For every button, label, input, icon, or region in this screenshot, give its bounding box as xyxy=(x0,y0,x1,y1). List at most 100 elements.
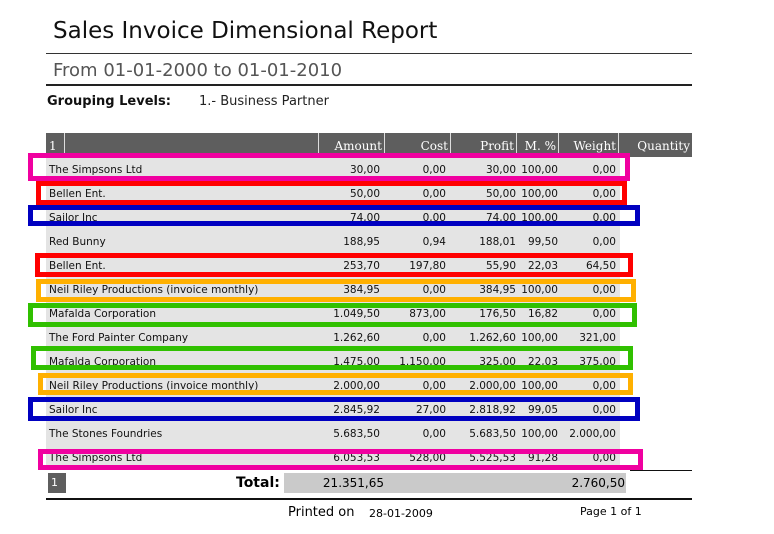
cell-weight: 0,00 xyxy=(592,404,616,416)
cell-partner-name: Sailor Inc xyxy=(49,404,98,416)
cell-weight: 0,00 xyxy=(592,380,616,392)
divider xyxy=(46,84,692,86)
highlight-box-red xyxy=(35,253,633,277)
table-row: The Stones Foundries 5.683,50 0,00 5.683,50… xyxy=(46,421,620,445)
cell-cost: 0,00 xyxy=(422,164,446,176)
cell-margin: 16,82 xyxy=(527,308,558,320)
cell-margin: 100,00 xyxy=(521,164,558,176)
highlight-box-blue xyxy=(28,397,640,421)
cell-amount: 6.053,53 xyxy=(333,452,380,464)
cell-partner-name: Bellen Ent. xyxy=(49,188,106,200)
divider xyxy=(46,53,692,54)
cell-profit: 2.818,92 xyxy=(469,404,516,416)
report-title: Sales Invoice Dimensional Report xyxy=(53,18,438,44)
cell-cost: 873,00 xyxy=(409,308,446,320)
cell-profit: 30,00 xyxy=(485,164,516,176)
cell-profit: 5.525,53 xyxy=(469,452,516,464)
cell-profit: 5.683,50 xyxy=(469,428,516,440)
total-group-level: 1 xyxy=(48,473,66,493)
header-weight: Weight xyxy=(558,133,618,157)
cell-partner-name: Red Bunny xyxy=(49,236,106,248)
cell-margin: 100,00 xyxy=(521,284,558,296)
cell-weight: 2.000,00 xyxy=(569,428,616,440)
cell-weight: 0,00 xyxy=(592,236,616,248)
grouping-value: 1.- Business Partner xyxy=(199,94,329,109)
cell-amount: 2.845,92 xyxy=(333,404,380,416)
cell-partner-name: Neil Riley Productions (invoice monthly) xyxy=(49,284,259,296)
cell-margin: 100,00 xyxy=(521,380,558,392)
cell-amount: 50,00 xyxy=(349,188,380,200)
cell-margin: 22,03 xyxy=(527,260,558,272)
highlight-box-green xyxy=(31,346,633,370)
total-amount: 21.351,65 xyxy=(322,476,384,490)
cell-cost: 0,00 xyxy=(422,188,446,200)
grouping-label: Grouping Levels: xyxy=(47,94,171,109)
printed-date: 28-01-2009 xyxy=(369,507,433,520)
cell-partner-name: The Ford Painter Company xyxy=(49,332,189,344)
cell-partner-name: Bellen Ent. xyxy=(49,260,106,272)
highlight-box-orange xyxy=(38,373,633,395)
cell-profit: 176,50 xyxy=(479,308,516,320)
cell-partner-name: The Simpsons Ltd xyxy=(49,452,143,464)
cell-profit: 384,95 xyxy=(479,284,516,296)
cell-profit: 1.262,60 xyxy=(469,332,516,344)
table-row: Red Bunny 188,95 0,94 188,01 99,50 0,00 xyxy=(46,229,620,253)
cell-partner-name: The Stones Foundries xyxy=(49,428,163,440)
cell-amount: 188,95 xyxy=(343,236,380,248)
cell-cost: 528,00 xyxy=(409,452,446,464)
cell-cost: 197,80 xyxy=(409,260,446,272)
header-name xyxy=(64,133,318,157)
cell-cost: 0,00 xyxy=(422,332,446,344)
total-label: Total: xyxy=(236,475,280,491)
table-row: The Ford Painter Company 1.262,60 0,00 1.26… xyxy=(46,325,620,349)
header-amount: Amount xyxy=(318,133,384,157)
cell-weight: 0,00 xyxy=(592,308,616,320)
cell-cost: 0,94 xyxy=(422,236,446,248)
cell-partner-name: Neil Riley Productions (invoice monthly) xyxy=(49,380,259,392)
printed-label: Printed on xyxy=(288,505,355,520)
highlight-box-orange xyxy=(36,279,636,302)
header-profit: Profit xyxy=(450,133,516,157)
cell-amount: 30,00 xyxy=(349,164,380,176)
highlight-box-blue xyxy=(28,205,640,226)
header-cost: Cost xyxy=(384,133,450,157)
cell-margin: 99,50 xyxy=(527,236,558,248)
total-band xyxy=(284,473,626,493)
cell-margin: 99,05 xyxy=(527,404,558,416)
cell-profit: 188,01 xyxy=(479,236,516,248)
cell-cost: 0,00 xyxy=(422,380,446,392)
cell-partner-name: Mafalda Corporation xyxy=(49,308,157,320)
cell-margin: 100,00 xyxy=(521,332,558,344)
cell-profit: 55,90 xyxy=(485,260,516,272)
highlight-box-green xyxy=(28,303,637,327)
cell-amount: 5.683,50 xyxy=(333,428,380,440)
cell-margin: 91,28 xyxy=(527,452,558,464)
cell-profit: 2.000,00 xyxy=(469,380,516,392)
divider xyxy=(630,470,692,471)
cell-margin: 100,00 xyxy=(521,188,558,200)
cell-weight: 64,50 xyxy=(585,260,616,272)
cell-amount: 1.262,60 xyxy=(333,332,380,344)
highlight-box-magenta xyxy=(28,153,630,181)
cell-margin: 100,00 xyxy=(521,428,558,440)
cell-weight: 0,00 xyxy=(592,452,616,464)
cell-weight: 0,00 xyxy=(592,164,616,176)
cell-weight: 0,00 xyxy=(592,188,616,200)
group-level: 1 xyxy=(49,139,57,153)
cell-weight: 321,00 xyxy=(579,332,616,344)
cell-amount: 2.000,00 xyxy=(333,380,380,392)
report-subtitle: From 01-01-2000 to 01-01-2010 xyxy=(53,60,343,81)
header-margin: M. % xyxy=(516,133,558,157)
cell-cost: 0,00 xyxy=(422,284,446,296)
total-row: 1 Total: 21.351,65 2.760,50 xyxy=(46,473,626,493)
cell-cost: 0,00 xyxy=(422,428,446,440)
cell-amount: 384,95 xyxy=(343,284,380,296)
highlight-box-red xyxy=(36,181,627,205)
cell-profit: 50,00 xyxy=(485,188,516,200)
cell-cost: 27,00 xyxy=(415,404,446,416)
total-weight: 2.760,50 xyxy=(571,476,625,490)
divider xyxy=(46,498,692,500)
cell-amount: 1.049,50 xyxy=(333,308,380,320)
cell-partner-name: The Simpsons Ltd xyxy=(49,164,143,176)
cell-weight: 0,00 xyxy=(592,284,616,296)
